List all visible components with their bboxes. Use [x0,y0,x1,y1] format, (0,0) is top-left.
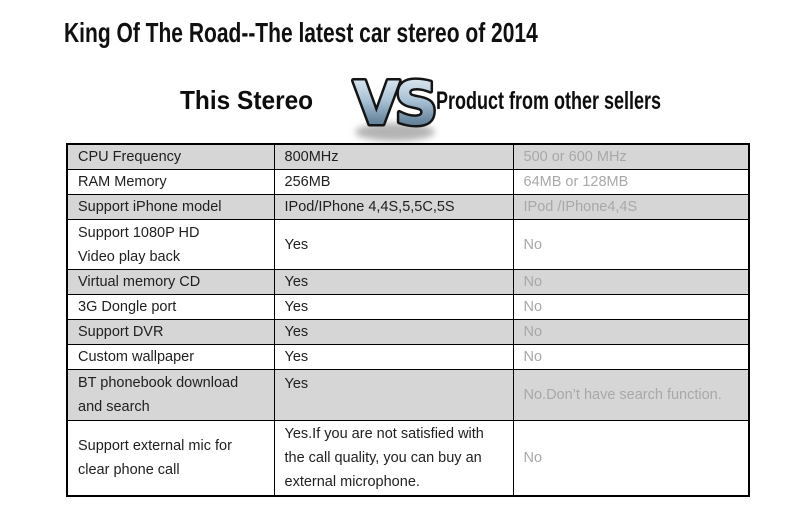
others-cell: No [512,344,750,370]
table-row: Virtual memory CD Yes No [66,269,750,295]
others-cell: 500 or 600 MHz [512,143,750,170]
this-product-cell: Yes [273,294,514,320]
feature-cell: BT phonebook download and search [66,369,275,421]
feature-cell: Virtual memory CD [66,269,275,295]
comparison-table: CPU Frequency 800MHz 500 or 600 MHz RAM Mem… [66,143,750,497]
others-cell: No [512,420,750,496]
this-product-cell: IPod/IPhone 4,4S,5,5C,5S [273,194,514,220]
feature-cell: RAM Memory [66,169,275,195]
vs-icon: VS [351,67,441,142]
this-product-cell: Yes [273,219,514,270]
versus-header: This Stereo VS Product from other seller… [0,60,800,144]
this-product-cell: Yes [273,344,514,370]
others-cell: No.Don’t have search function. [512,369,750,421]
others-cell: No [512,294,750,320]
this-product-cell: 256MB [273,169,514,195]
others-cell: No [512,219,750,270]
table-row: Support DVR Yes No [66,319,750,345]
this-product-cell: Yes [273,369,514,421]
others-cell: 64MB or 128MB [512,169,750,195]
other-sellers-label: Product from other sellers [436,87,662,115]
feature-cell: Support external mic for clear phone cal… [66,420,275,496]
this-product-cell: 800MHz [273,143,514,170]
feature-cell: CPU Frequency [66,143,275,170]
table-row: 3G Dongle port Yes No [66,294,750,320]
table-row: RAM Memory 256MB 64MB or 128MB [66,169,750,195]
comparison-table-body: CPU Frequency 800MHz 500 or 600 MHz RAM Mem… [66,143,750,496]
others-cell: No [512,319,750,345]
table-row: Support external mic for clear phone cal… [66,420,750,496]
feature-cell: Support DVR [66,319,275,345]
table-row: Custom wallpaper Yes No [66,344,750,370]
table-row: Support 1080P HD Video play back Yes No [66,219,750,270]
table-row: Support iPhone model IPod/IPhone 4,4S,5,5… [66,194,750,220]
vs-text: VS [353,69,433,139]
this-product-cell: Yes [273,269,514,295]
this-product-cell: Yes.If you are not satisfied with the ca… [273,420,514,496]
table-row: CPU Frequency 800MHz 500 or 600 MHz [66,143,750,170]
others-cell: IPod /IPhone4,4S [512,194,750,220]
feature-cell: 3G Dongle port [66,294,275,320]
this-product-cell: Yes [273,319,514,345]
feature-cell: Custom wallpaper [66,344,275,370]
table-row: BT phonebook download and search Yes No.Do… [66,369,750,421]
this-stereo-label: This Stereo [180,85,314,115]
feature-cell: Support 1080P HD Video play back [66,219,275,270]
page-title: King Of The Road--The latest car stereo … [64,17,538,48]
feature-cell: Support iPhone model [66,194,275,220]
others-cell: No [512,269,750,295]
vs-shadow [355,123,435,141]
